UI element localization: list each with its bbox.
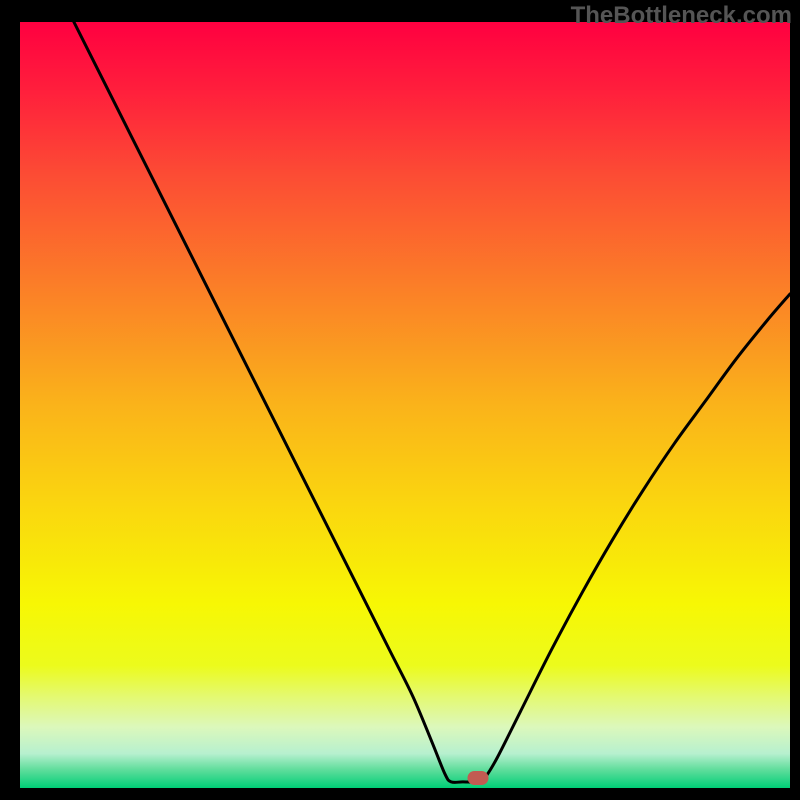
bottleneck-curve bbox=[74, 22, 790, 782]
bottleneck-marker bbox=[468, 771, 489, 785]
bottleneck-curve-layer bbox=[20, 22, 790, 788]
chart-container: TheBottleneck.com bbox=[0, 0, 800, 800]
plot-area bbox=[20, 22, 790, 788]
watermark-text: TheBottleneck.com bbox=[571, 2, 792, 30]
